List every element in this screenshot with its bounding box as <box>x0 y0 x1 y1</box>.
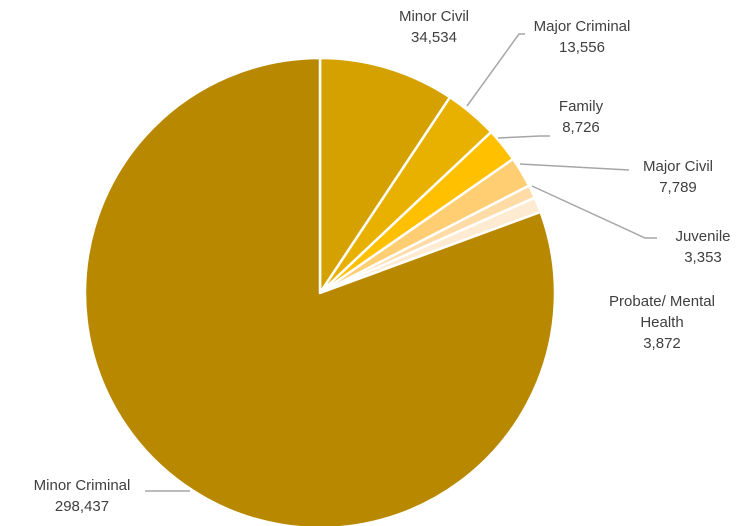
data-label-family: Family 8,726 <box>559 98 604 136</box>
leader-line-family <box>497 135 550 139</box>
pie-slice-minor-civil <box>318 56 452 295</box>
data-label-juvenile: Juvenile 3,353 <box>675 228 730 266</box>
data-label-minor-civil: Minor Civil 34,534 <box>399 8 469 46</box>
data-label-major-criminal: Major Criminal 13,556 <box>534 18 631 56</box>
pie-slice-minor-criminal <box>83 56 557 526</box>
leader-line-major-civil <box>519 163 630 171</box>
data-label-probate-mental-health: Probate/ Mental Health 3,872 <box>609 293 715 352</box>
leader-line-juvenile <box>531 185 657 239</box>
data-label-major-civil: Major Civil 7,789 <box>643 158 713 196</box>
data-label-minor-criminal: Minor Criminal 298,437 <box>34 477 131 515</box>
leader-line-major-criminal <box>466 33 525 107</box>
